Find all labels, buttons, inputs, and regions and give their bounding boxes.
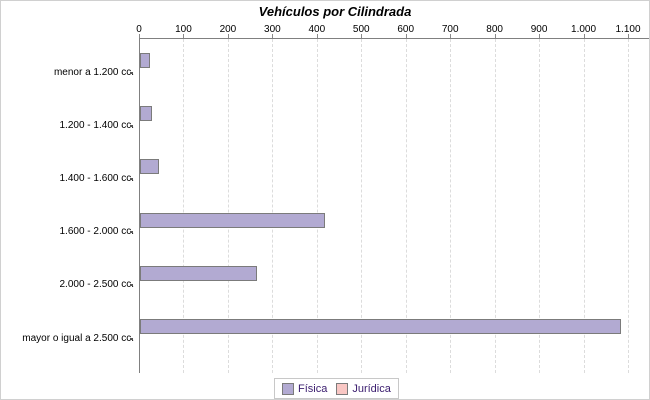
category-label: 1.200 - 1.400 cc. (59, 119, 135, 131)
x-axis-tick (539, 34, 541, 38)
x-axis-tick-label: 400 (308, 24, 326, 35)
category-label: mayor o igual a 2.500 cc. (22, 332, 134, 344)
x-axis-tick-label: 500 (352, 24, 370, 35)
x-axis-tick-label: 1.100 (615, 24, 641, 35)
bar-fisica (140, 159, 159, 175)
x-axis-tick (494, 34, 496, 38)
x-axis-tick (139, 34, 140, 38)
y-axis-tick (130, 124, 133, 127)
x-axis-tick (628, 34, 629, 38)
x-axis-tick-label: 1.000 (571, 24, 597, 35)
legend-label-juridica: Jurídica (352, 382, 391, 395)
vertical-gridline (494, 39, 496, 373)
x-axis-tick-label: 600 (397, 24, 415, 35)
vertical-gridline (583, 39, 585, 373)
y-axis-tick (130, 284, 133, 287)
legend-item-juridica: Jurídica (336, 382, 391, 395)
x-axis-tick (450, 34, 452, 38)
x-axis-tick-label: 700 (441, 24, 459, 35)
vertical-gridline (183, 39, 185, 373)
vertical-gridline (628, 39, 629, 373)
y-axis-tick (130, 71, 133, 74)
vertical-gridline (227, 39, 229, 373)
vertical-gridline (272, 39, 274, 373)
x-axis-tick-label: 800 (486, 24, 503, 35)
x-axis-tick-label: 0 (136, 24, 142, 35)
y-axis-line (139, 38, 140, 373)
y-axis-tick (130, 231, 133, 234)
category-label: menor a 1.200 cc. (53, 66, 134, 78)
bar-fisica (140, 106, 152, 122)
legend: Física Jurídica (274, 378, 399, 399)
x-axis-tick (583, 34, 585, 38)
category-label: 2.000 - 2.500 cc. (59, 279, 135, 291)
vertical-gridline (316, 39, 318, 373)
vertical-gridline (450, 39, 452, 373)
category-label: 1.600 - 2.000 cc. (59, 226, 135, 238)
x-axis-tick (227, 34, 229, 38)
bar-fisica (140, 265, 257, 281)
x-axis-tick (361, 34, 363, 38)
vertical-gridline (361, 39, 363, 373)
legend-swatch-fisica (282, 382, 294, 395)
x-axis-tick-label: 200 (219, 24, 237, 35)
vertical-gridline (405, 39, 407, 373)
category-label: 1.400 - 1.600 cc. (59, 172, 135, 184)
x-axis-tick (272, 34, 274, 38)
x-axis-line (139, 38, 649, 39)
x-axis-tick-label: 100 (175, 24, 192, 35)
bar-fisica (140, 53, 150, 68)
y-axis-tick (130, 337, 133, 340)
legend-item-fisica: Física (282, 382, 328, 395)
x-axis-tick-label: 300 (264, 24, 281, 35)
y-axis-tick (130, 177, 133, 180)
legend-label-fisica: Física (298, 382, 328, 395)
bar-fisica (140, 212, 325, 228)
chart-title: Vehículos por Cilindrada (258, 4, 412, 19)
x-axis-tick (183, 34, 185, 38)
x-axis-tick-label: 900 (530, 24, 548, 35)
legend-swatch-juridica (336, 382, 349, 395)
x-axis-tick (405, 34, 407, 38)
vertical-gridline (539, 39, 541, 373)
x-axis-tick (316, 34, 318, 38)
bar-fisica (140, 319, 621, 334)
